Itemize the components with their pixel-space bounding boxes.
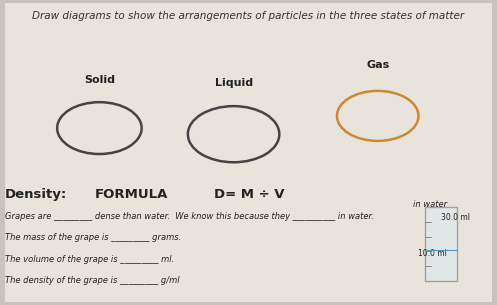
- Text: 30.0 ml: 30.0 ml: [441, 214, 470, 223]
- Text: 10.0 ml: 10.0 ml: [418, 249, 447, 258]
- Text: Grapes are _________ dense than water.  We know this because they __________ in : Grapes are _________ dense than water. W…: [5, 212, 374, 221]
- Text: Solid: Solid: [84, 75, 115, 85]
- Text: The mass of the grape is _________ grams.: The mass of the grape is _________ grams…: [5, 233, 181, 242]
- Text: Gas: Gas: [366, 60, 389, 70]
- Text: D= M ÷ V: D= M ÷ V: [214, 188, 284, 201]
- Text: Draw diagrams to show the arrangements of particles in the three states of matte: Draw diagrams to show the arrangements o…: [32, 11, 465, 21]
- Bar: [425, 207, 457, 281]
- Text: The density of the grape is _________ g/ml: The density of the grape is _________ g/…: [5, 276, 179, 285]
- Text: FORMULA: FORMULA: [94, 188, 168, 201]
- Text: Density:: Density:: [5, 188, 67, 201]
- Text: in water: in water: [413, 200, 447, 209]
- Text: The volume of the grape is _________ ml.: The volume of the grape is _________ ml.: [5, 255, 174, 264]
- Text: Liquid: Liquid: [215, 78, 252, 88]
